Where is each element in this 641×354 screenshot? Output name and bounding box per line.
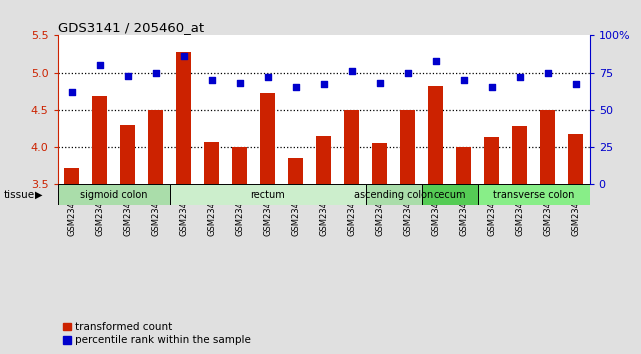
- Point: [151, 70, 161, 75]
- Point: [431, 58, 441, 63]
- Bar: [422, 184, 478, 205]
- Point: [458, 77, 469, 83]
- Point: [290, 85, 301, 90]
- Bar: [148, 110, 163, 184]
- Point: [570, 82, 581, 87]
- Text: GDS3141 / 205460_at: GDS3141 / 205460_at: [58, 21, 204, 34]
- Bar: [366, 184, 422, 205]
- Bar: [64, 168, 79, 184]
- Bar: [316, 136, 331, 184]
- Text: sigmoid colon: sigmoid colon: [80, 190, 147, 200]
- Bar: [92, 96, 108, 184]
- Point: [206, 77, 217, 83]
- Bar: [400, 110, 415, 184]
- Bar: [456, 147, 471, 184]
- Bar: [232, 147, 247, 184]
- Bar: [176, 52, 192, 184]
- Point: [67, 89, 77, 95]
- Point: [179, 53, 189, 59]
- Bar: [120, 125, 135, 184]
- Bar: [204, 142, 219, 184]
- Text: ascending colon: ascending colon: [354, 190, 433, 200]
- Bar: [568, 133, 583, 184]
- Point: [95, 62, 105, 68]
- Text: ▶: ▶: [35, 190, 43, 200]
- Point: [235, 80, 245, 86]
- Bar: [170, 184, 366, 205]
- Bar: [512, 126, 528, 184]
- Bar: [288, 158, 303, 184]
- Point: [347, 68, 357, 74]
- Bar: [58, 184, 170, 205]
- Bar: [428, 86, 444, 184]
- Point: [487, 85, 497, 90]
- Point: [403, 70, 413, 75]
- Bar: [260, 93, 276, 184]
- Point: [122, 73, 133, 78]
- Bar: [478, 184, 590, 205]
- Point: [263, 74, 273, 80]
- Text: tissue: tissue: [3, 190, 35, 200]
- Bar: [372, 143, 387, 184]
- Bar: [484, 137, 499, 184]
- Text: cecum: cecum: [433, 190, 466, 200]
- Bar: [344, 110, 360, 184]
- Point: [319, 82, 329, 87]
- Legend: transformed count, percentile rank within the sample: transformed count, percentile rank withi…: [63, 322, 251, 345]
- Text: rectum: rectum: [251, 190, 285, 200]
- Text: transverse colon: transverse colon: [493, 190, 574, 200]
- Point: [515, 74, 525, 80]
- Point: [374, 80, 385, 86]
- Bar: [540, 110, 555, 184]
- Point: [542, 70, 553, 75]
